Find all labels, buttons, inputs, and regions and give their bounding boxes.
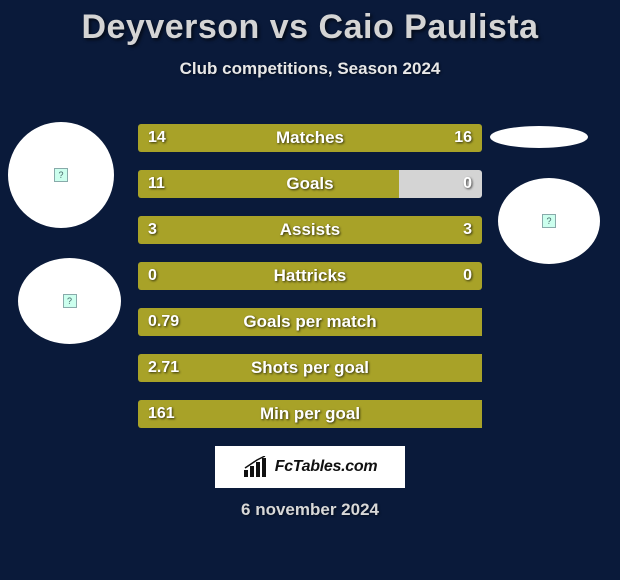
image-placeholder-icon: ? bbox=[63, 294, 77, 308]
stat-label: Assists bbox=[138, 216, 482, 244]
player-left-circle-1: ? bbox=[8, 122, 114, 228]
stat-label: Goals bbox=[138, 170, 482, 198]
stat-row: 0.79Goals per match bbox=[138, 308, 482, 336]
image-placeholder-icon: ? bbox=[54, 168, 68, 182]
stat-row: 1416Matches bbox=[138, 124, 482, 152]
stat-label: Goals per match bbox=[138, 308, 482, 336]
stat-row: 161Min per goal bbox=[138, 400, 482, 428]
player-left-circle-2: ? bbox=[18, 258, 121, 344]
stat-label: Shots per goal bbox=[138, 354, 482, 382]
stat-label: Matches bbox=[138, 124, 482, 152]
stat-row: 110Goals bbox=[138, 170, 482, 198]
comparison-bars: 1416Matches 110Goals 33Assists 00Hattricks 0… bbox=[138, 124, 482, 446]
decorative-ellipse bbox=[490, 126, 588, 148]
stat-label: Min per goal bbox=[138, 400, 482, 428]
page-title: Deyverson vs Caio Paulista bbox=[0, 8, 620, 47]
player-right-circle: ? bbox=[498, 178, 600, 264]
brand-text: FcTables.com bbox=[275, 458, 378, 476]
stat-label: Hattricks bbox=[138, 262, 482, 290]
image-placeholder-icon: ? bbox=[542, 214, 556, 228]
date-text: 6 november 2024 bbox=[0, 500, 620, 520]
stat-row: 33Assists bbox=[138, 216, 482, 244]
bars-icon bbox=[243, 456, 269, 478]
stat-row: 00Hattricks bbox=[138, 262, 482, 290]
stat-row: 2.71Shots per goal bbox=[138, 354, 482, 382]
page-subtitle: Club competitions, Season 2024 bbox=[0, 59, 620, 79]
brand-badge: FcTables.com bbox=[215, 446, 405, 488]
